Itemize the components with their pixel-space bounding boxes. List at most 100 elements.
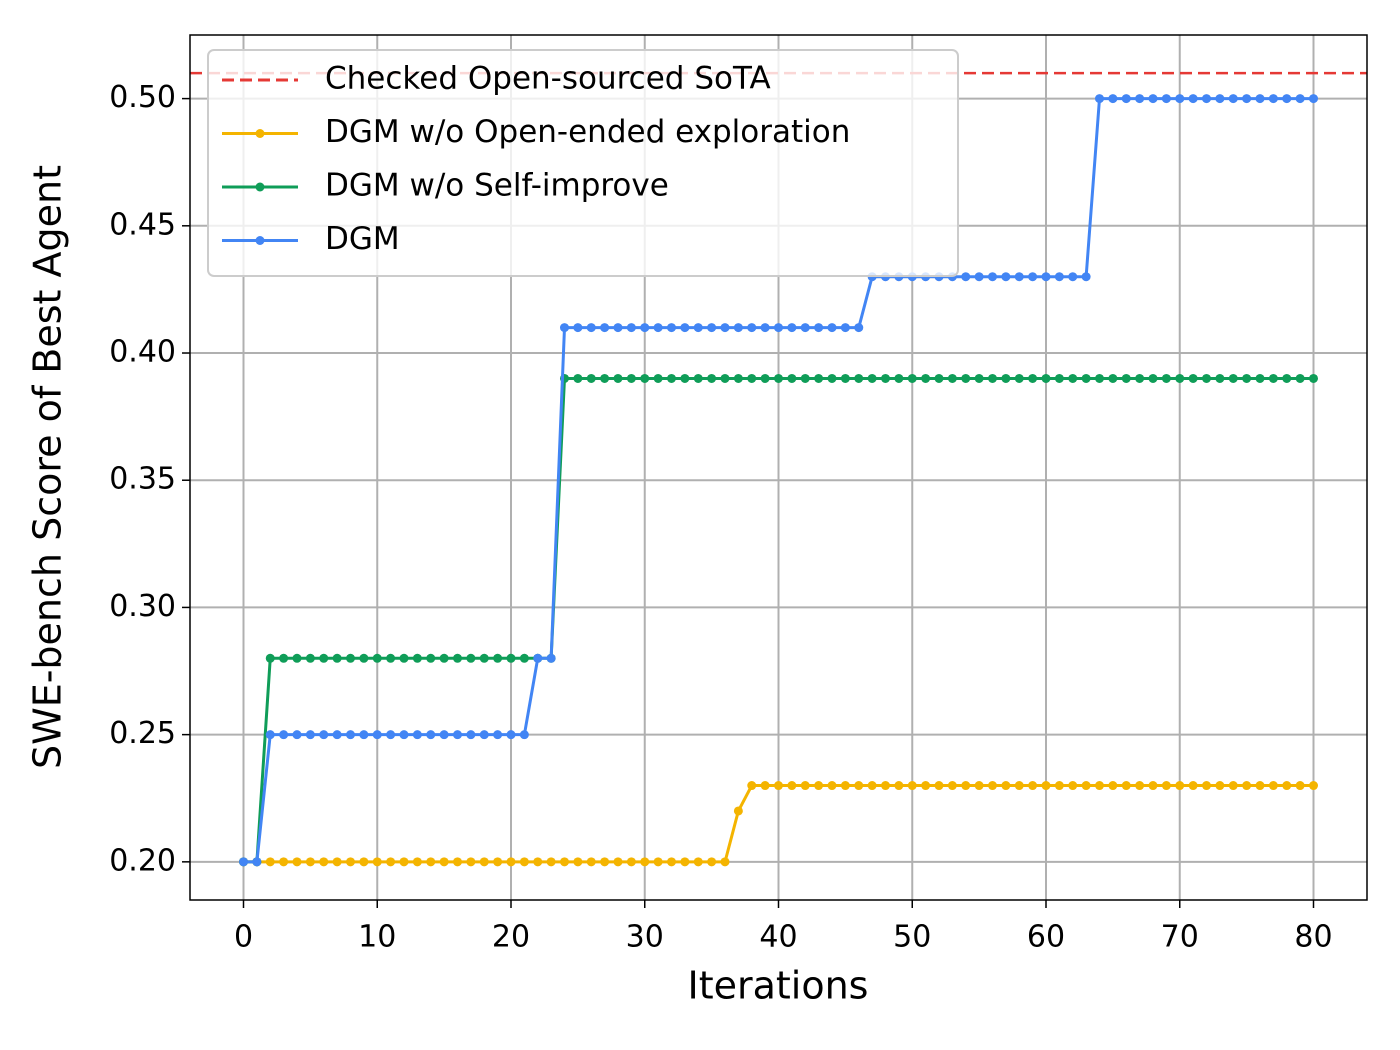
data-point bbox=[319, 730, 329, 740]
data-point bbox=[439, 857, 449, 867]
data-point bbox=[493, 730, 503, 740]
legend-label: DGM w/o Self-improve bbox=[325, 168, 669, 204]
data-point bbox=[974, 781, 984, 791]
data-point bbox=[1041, 781, 1051, 791]
data-point bbox=[1161, 373, 1171, 383]
data-point bbox=[292, 730, 302, 740]
data-point bbox=[720, 373, 730, 383]
data-point bbox=[519, 653, 529, 663]
data-point bbox=[680, 857, 690, 867]
data-point bbox=[854, 323, 864, 333]
data-point bbox=[1068, 272, 1078, 282]
data-point bbox=[265, 730, 275, 740]
data-point bbox=[426, 857, 436, 867]
data-point bbox=[787, 373, 797, 383]
data-point bbox=[707, 323, 717, 333]
data-point bbox=[1282, 94, 1292, 104]
data-point bbox=[399, 857, 409, 867]
data-point bbox=[439, 730, 449, 740]
data-point bbox=[1081, 373, 1091, 383]
data-point bbox=[1309, 373, 1318, 383]
data-point bbox=[359, 857, 369, 867]
data-point bbox=[1188, 373, 1198, 383]
data-point bbox=[921, 781, 931, 791]
data-point bbox=[1215, 373, 1225, 383]
data-point bbox=[359, 730, 369, 740]
data-point bbox=[720, 857, 730, 867]
legend-marker bbox=[255, 182, 265, 192]
data-point bbox=[814, 781, 824, 791]
data-point bbox=[840, 373, 850, 383]
data-point bbox=[1242, 781, 1252, 791]
data-point bbox=[747, 781, 757, 791]
data-point bbox=[881, 373, 890, 383]
data-point bbox=[907, 781, 917, 791]
data-point bbox=[760, 781, 770, 791]
x-tick-label: 80 bbox=[1294, 920, 1332, 955]
data-point bbox=[292, 857, 302, 867]
data-point bbox=[1255, 781, 1265, 791]
data-point bbox=[1295, 373, 1305, 383]
data-point bbox=[479, 653, 489, 663]
data-point bbox=[386, 653, 396, 663]
data-point bbox=[600, 857, 610, 867]
y-axis-label: SWE-bench Score of Best Agent bbox=[26, 165, 70, 769]
data-point bbox=[1014, 781, 1024, 791]
data-point bbox=[586, 323, 596, 333]
data-point bbox=[667, 323, 676, 333]
legend: Checked Open-sourced SoTA DGM w/o Open-en… bbox=[207, 49, 959, 277]
data-point bbox=[613, 323, 623, 333]
data-point bbox=[1175, 94, 1185, 104]
data-point bbox=[787, 323, 797, 333]
data-point bbox=[1121, 94, 1131, 104]
x-tick-label: 50 bbox=[893, 920, 931, 955]
data-point bbox=[1215, 94, 1225, 104]
data-point bbox=[934, 781, 944, 791]
data-point bbox=[560, 323, 569, 333]
data-point bbox=[426, 730, 436, 740]
data-point bbox=[747, 373, 757, 383]
data-point bbox=[479, 857, 489, 867]
data-point bbox=[1121, 781, 1131, 791]
data-point bbox=[506, 730, 516, 740]
y-tick-label: 0.45 bbox=[109, 207, 176, 242]
y-tick-label: 0.25 bbox=[109, 716, 176, 751]
data-point bbox=[412, 730, 422, 740]
data-point bbox=[1228, 781, 1238, 791]
data-point bbox=[800, 781, 810, 791]
data-point bbox=[907, 373, 917, 383]
y-tick-label: 0.30 bbox=[109, 589, 176, 624]
data-point bbox=[346, 857, 355, 867]
data-point bbox=[827, 373, 837, 383]
data-point bbox=[386, 857, 396, 867]
data-point bbox=[1202, 373, 1211, 383]
data-point bbox=[1014, 373, 1024, 383]
data-point bbox=[667, 857, 676, 867]
data-point bbox=[961, 373, 971, 383]
data-point bbox=[733, 323, 743, 333]
data-point bbox=[867, 373, 877, 383]
y-tick-label: 0.35 bbox=[109, 462, 176, 497]
data-point bbox=[934, 373, 944, 383]
data-point bbox=[586, 373, 596, 383]
data-point bbox=[640, 373, 650, 383]
data-point bbox=[881, 781, 890, 791]
data-point bbox=[961, 272, 971, 282]
data-point bbox=[733, 806, 743, 816]
data-point bbox=[1148, 781, 1158, 791]
data-point bbox=[680, 323, 690, 333]
data-point bbox=[1161, 94, 1171, 104]
data-point bbox=[546, 653, 556, 663]
data-point bbox=[1028, 373, 1038, 383]
data-point bbox=[961, 781, 971, 791]
data-point bbox=[600, 373, 610, 383]
data-point bbox=[626, 857, 636, 867]
legend-label: DGM bbox=[325, 221, 400, 257]
data-point bbox=[733, 373, 743, 383]
data-point bbox=[453, 857, 462, 867]
data-point bbox=[265, 653, 275, 663]
data-point bbox=[774, 781, 783, 791]
data-point bbox=[774, 323, 783, 333]
data-point bbox=[519, 857, 529, 867]
data-point bbox=[586, 857, 596, 867]
